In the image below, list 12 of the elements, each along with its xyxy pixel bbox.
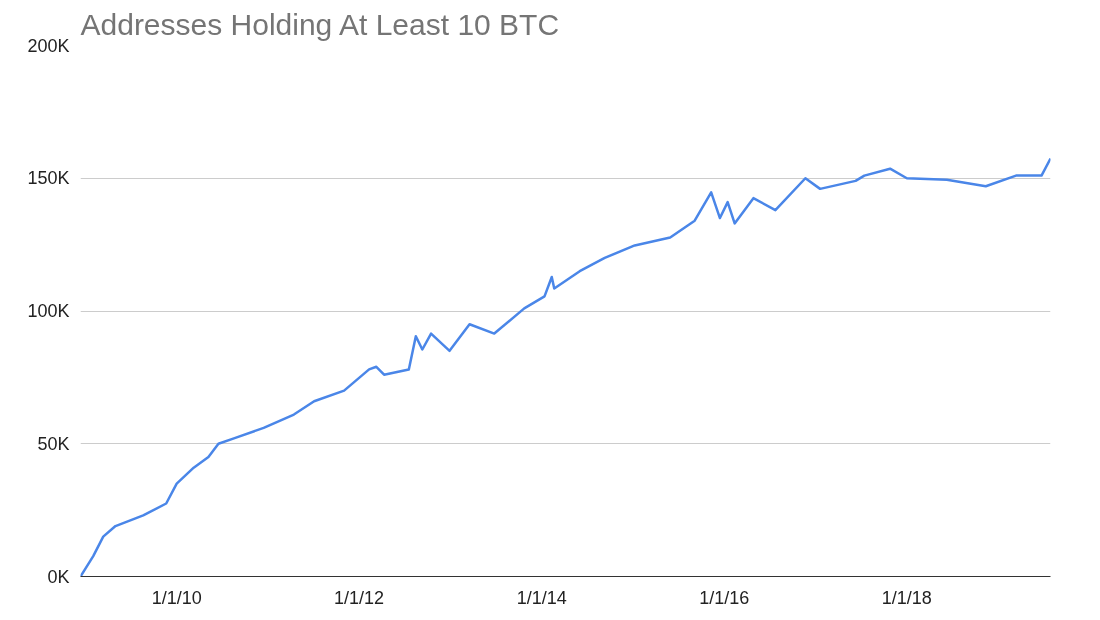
y-tick-label: 50K — [37, 433, 70, 454]
chart-title: Addresses Holding At Least 10 BTC — [80, 7, 560, 41]
y-tick-label: 0K — [47, 566, 70, 587]
x-tick-label: 1/1/12 — [334, 587, 385, 608]
y-tick-label: 150K — [27, 168, 70, 189]
y-tick-label: 100K — [27, 301, 70, 321]
y-tick-label: 200K — [27, 35, 70, 56]
x-tick-label: 1/1/14 — [516, 587, 567, 608]
x-tick-label: 1/1/18 — [881, 587, 932, 608]
line-series — [80, 157, 1051, 577]
x-tick-label: 1/1/10 — [151, 587, 202, 608]
x-tick-label: 1/1/16 — [699, 587, 750, 608]
